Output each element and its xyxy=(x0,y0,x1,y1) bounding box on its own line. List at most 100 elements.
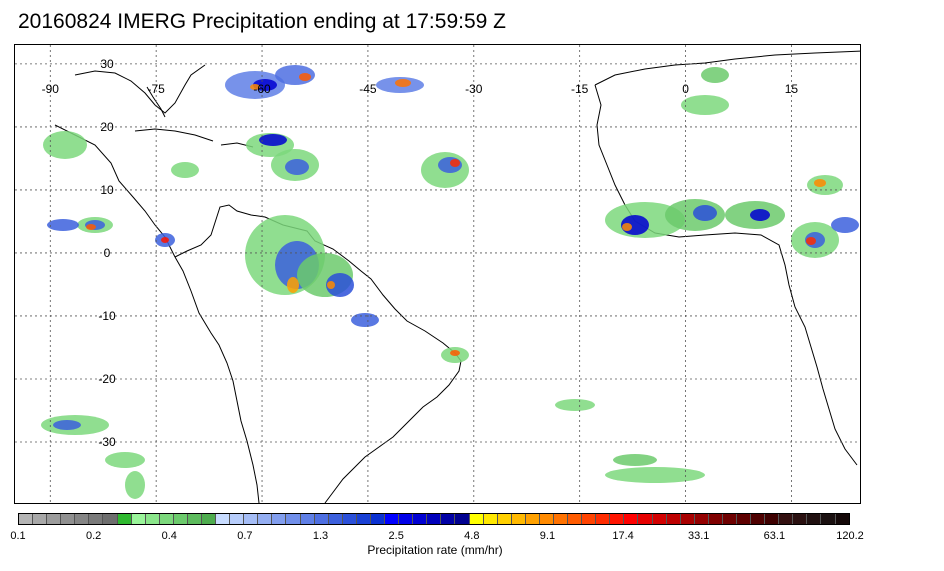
colorbar-cell xyxy=(328,514,343,524)
colorbar-cell xyxy=(19,514,34,524)
colorbar-cell xyxy=(131,514,146,524)
precipitation-cell xyxy=(161,237,169,243)
colorbar-cell xyxy=(582,514,597,524)
precipitation-cell xyxy=(831,217,859,233)
colorbar-cell xyxy=(722,514,737,524)
colorbar-cell xyxy=(427,514,442,524)
south-america-west-coast xyxy=(174,256,260,503)
precipitation-cell xyxy=(43,131,87,159)
precipitation-cell xyxy=(105,452,145,468)
graticule xyxy=(15,45,860,503)
colorbar-cell xyxy=(61,514,76,524)
colorbar-cell xyxy=(694,514,709,524)
colorbar-tick-label: 1.3 xyxy=(312,530,329,542)
precipitation-cell xyxy=(250,84,260,90)
colorbar-cell xyxy=(511,514,526,524)
colorbar-tick-label: 63.1 xyxy=(763,530,786,542)
precipitation-cell xyxy=(450,159,460,167)
colorbar-cell xyxy=(708,514,723,524)
africa-coastline xyxy=(594,50,860,86)
colorbar-cell xyxy=(821,514,836,524)
precipitation-cell xyxy=(53,420,81,430)
precipitation-cell xyxy=(605,467,705,483)
colorbar-cell xyxy=(469,514,484,524)
precipitation-cell xyxy=(171,162,199,178)
colorbar-cell xyxy=(751,514,766,524)
colorbar-cell xyxy=(33,514,48,524)
precipitation-cell xyxy=(287,277,299,293)
colorbar-tick-label: 4.8 xyxy=(464,530,480,542)
colorbar-cell xyxy=(793,514,808,524)
colorbar-cell xyxy=(187,514,203,524)
colorbar-cell xyxy=(624,514,639,524)
colorbar-cell xyxy=(497,514,512,524)
latitude-label: 10 xyxy=(100,183,114,197)
colorbar-cell xyxy=(103,514,118,524)
colorbar-cell xyxy=(258,514,273,524)
precipitation-cell xyxy=(681,95,729,115)
precipitation-cell xyxy=(47,219,79,231)
precipitation-cell xyxy=(259,134,287,146)
colorbar-cell xyxy=(568,514,583,524)
colorbar-cell xyxy=(145,514,160,524)
colorbar-cell xyxy=(553,514,569,524)
coastlines xyxy=(54,50,860,503)
colorbar-cell xyxy=(666,514,681,524)
colorbar-cell xyxy=(216,514,231,524)
map-title: 20160824 IMERG Precipitation ending at 1… xyxy=(18,10,506,33)
colorbar-cell xyxy=(385,514,400,524)
longitude-label: -45 xyxy=(359,82,377,96)
colorbar-tick-label: 0.2 xyxy=(85,530,102,542)
precipitation-cell xyxy=(622,223,632,231)
colorbar-tick-label: 2.5 xyxy=(388,530,404,542)
longitude-label: -60 xyxy=(253,82,271,96)
colorbar-cell xyxy=(736,514,752,524)
longitude-label: -75 xyxy=(147,82,165,96)
cuba-coastline xyxy=(134,128,214,142)
map-canvas: -90 -75 -60 -45 -30 -15 0 15 30 20 10 0 -10 -20 -30 xyxy=(15,45,860,503)
precipitation-cell xyxy=(395,79,411,87)
longitude-label: 0 xyxy=(682,82,689,96)
colorbar-cell xyxy=(455,514,470,524)
precipitation-cell xyxy=(693,205,717,221)
colorbar-tick-label: 120.2 xyxy=(836,530,864,542)
colorbar-cell xyxy=(638,514,653,524)
colorbar-cell xyxy=(202,514,217,524)
precipitation-cell xyxy=(351,313,379,327)
colorbar-cell xyxy=(779,514,794,524)
colorbar-cell xyxy=(230,514,245,524)
colorbar-cell xyxy=(300,514,315,524)
precipitation-cell xyxy=(285,159,309,175)
colorbar-cell xyxy=(173,514,188,524)
precipitation-cell xyxy=(701,67,729,83)
latitude-label: -10 xyxy=(98,309,116,323)
colorbar-cell xyxy=(652,514,667,524)
longitude-label: -15 xyxy=(571,82,589,96)
grid-labels: -90 -75 -60 -45 -30 -15 0 15 30 20 10 0 -10 -20 -30 xyxy=(42,57,799,449)
precipitation-cell xyxy=(555,399,595,411)
latitude-label: -30 xyxy=(98,435,116,449)
colorbar-cell xyxy=(75,514,90,524)
colorbar-cell xyxy=(483,514,498,524)
colorbar-cell xyxy=(441,514,456,524)
precipitation-cell xyxy=(327,281,335,289)
precipitation-cell xyxy=(299,73,311,81)
south-america-coastline xyxy=(174,204,462,503)
precipitation-cell xyxy=(326,273,354,297)
colorbar-cell xyxy=(244,514,259,524)
colorbar-cell xyxy=(314,514,329,524)
florida-coastline xyxy=(146,86,166,118)
precipitation-cell xyxy=(750,209,770,221)
longitude-label: 15 xyxy=(785,82,799,96)
colorbar-cell xyxy=(539,514,554,524)
colorbar-tick-label: 33.1 xyxy=(688,530,710,542)
colorbar-cell xyxy=(525,514,540,524)
latitude-label: 30 xyxy=(100,57,114,71)
colorbar-cell xyxy=(370,514,386,524)
longitude-label: -30 xyxy=(465,82,483,96)
precipitation-cell xyxy=(613,454,657,466)
colorbar-cell xyxy=(342,514,357,524)
colorbar-cell xyxy=(413,514,428,524)
colorbar-cell xyxy=(117,514,132,524)
colorbar-cell xyxy=(680,514,695,524)
